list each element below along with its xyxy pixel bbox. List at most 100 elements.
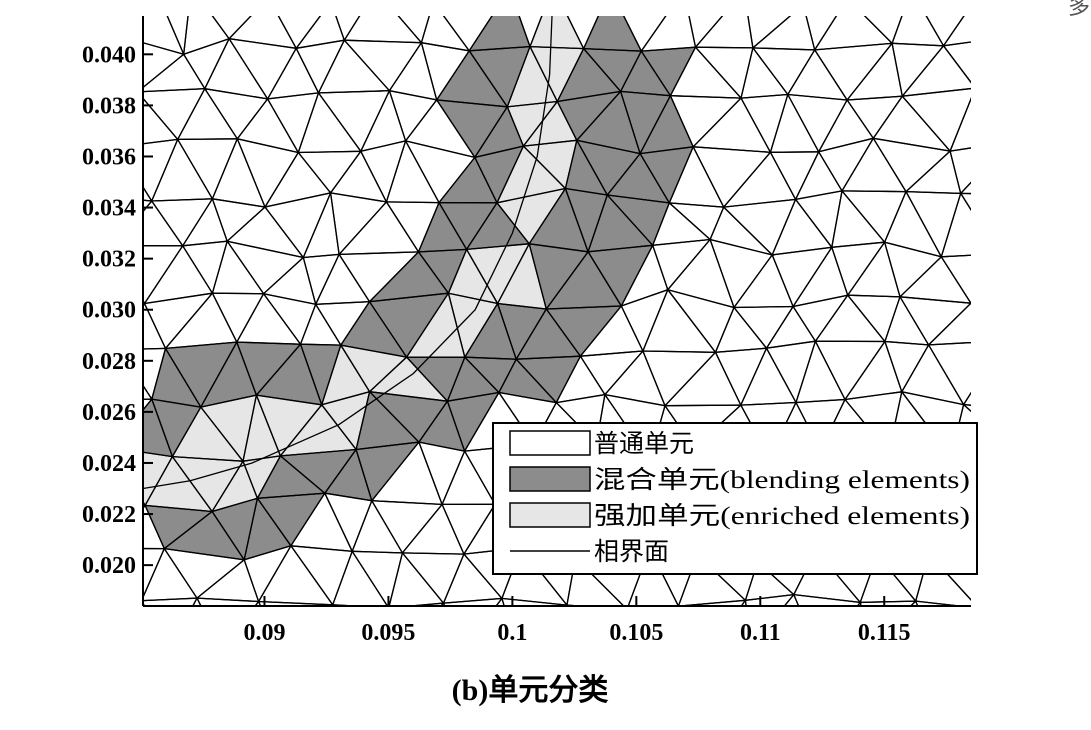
mesh-element-regular: [389, 552, 444, 606]
mesh-element-regular: [745, 594, 794, 606]
mesh-element-regular: [730, 646, 783, 709]
mesh-element-regular: [693, 146, 771, 208]
mesh-element-enriched: [340, 345, 407, 392]
mesh-element-regular: [766, 341, 816, 403]
mesh-element-edge: [677, 599, 747, 606]
legend-entry-interface: 相界面: [510, 538, 669, 566]
mesh-element-blending: [474, 146, 524, 203]
y-tick-label: 0.038: [82, 93, 136, 119]
mesh-element-blending: [151, 348, 201, 408]
mesh-element-blending: [143, 399, 173, 457]
mesh-element-regular: [1006, 505, 1063, 548]
mesh-element-blending: [469, 16, 530, 51]
mesh-element-regular: [143, 139, 178, 201]
mesh-element-regular: [892, 43, 944, 97]
mesh-element-regular: [442, 451, 495, 505]
mesh-element-enriched: [212, 461, 258, 512]
y-tick-label: 0.022: [82, 502, 136, 528]
mesh-element-regular: [642, 289, 716, 353]
mesh-element-regular: [263, 257, 316, 305]
mesh-element-regular: [635, 659, 702, 704]
mesh-element-edge: [1006, 505, 1063, 548]
interface-curve: [143, 16, 553, 490]
mesh-element-regular: [989, 652, 1049, 701]
mesh-element-regular: [324, 493, 372, 552]
mesh-element-regular: [669, 146, 724, 208]
mesh-element-regular: [183, 16, 230, 55]
mesh-element-edge: [500, 597, 569, 606]
mesh-element-regular: [818, 138, 874, 191]
mesh-element-edge: [270, 651, 320, 713]
mesh-element-regular: [667, 239, 734, 308]
mesh-element-blending: [369, 391, 448, 443]
mesh-element-regular: [143, 548, 197, 601]
mesh-element-regular: [339, 201, 419, 255]
mesh-element-edge: [979, 602, 1038, 652]
mesh-element-regular: [298, 151, 361, 193]
mesh-element-regular: [815, 295, 885, 342]
mesh-element-blending: [340, 301, 407, 358]
mesh-element-blending: [164, 511, 245, 560]
mesh-element-regular: [344, 16, 422, 43]
mesh-element-edge: [612, 659, 673, 714]
mesh-element-edge: [975, 445, 1020, 505]
y-tick-label: 0.024: [82, 451, 136, 477]
y-tick-label: 0.026: [82, 400, 136, 426]
mesh-element-edge: [565, 603, 568, 606]
mesh-element-regular: [212, 16, 251, 39]
mesh-element-regular: [177, 138, 238, 199]
mesh-element-blending: [576, 91, 641, 154]
x-tick-label: 0.09: [243, 620, 285, 646]
mesh-element-edge: [980, 0, 1041, 39]
mesh-element-blending: [236, 342, 301, 396]
mesh-element-regular: [909, 652, 981, 702]
mesh-element-regular: [95, 594, 141, 648]
mesh-element-regular: [498, 392, 557, 445]
y-tick-label: 0.028: [82, 349, 136, 375]
mesh-element-regular: [814, 43, 893, 100]
mesh-element-regular: [383, 653, 451, 708]
mesh-element-regular: [556, 356, 605, 403]
mesh-element-enriched: [530, 46, 584, 102]
mesh-element-regular: [981, 652, 1019, 701]
mesh-element-regular: [703, 646, 752, 707]
mesh-element-regular: [970, 303, 971, 304]
mesh-element-blending: [498, 359, 557, 403]
mesh-element-regular: [960, 193, 971, 210]
mesh-element-enriched: [530, 16, 584, 49]
mesh-element-edge: [999, 195, 1054, 254]
mesh-element-regular: [772, 247, 832, 307]
mesh-element-regular: [793, 594, 861, 606]
mesh-element-blending: [640, 95, 694, 154]
mesh-element-regular: [772, 199, 832, 255]
mesh-element-edge: [1004, 341, 1056, 411]
mesh-element-regular: [864, 16, 902, 44]
mesh-element-enriched: [406, 293, 465, 358]
mesh-element-regular: [892, 16, 944, 46]
mesh-element-regular: [371, 500, 443, 553]
mesh-element-blending: [257, 493, 325, 546]
mesh-element-blending: [641, 47, 696, 96]
mesh-element-regular: [229, 38, 297, 99]
mesh-element-regular: [167, 16, 189, 55]
mesh-element-regular: [715, 307, 767, 353]
mesh-element-edge: [871, 645, 936, 702]
mesh-element-regular: [164, 548, 245, 599]
mesh-element-edge: [949, 97, 971, 152]
mesh-element-regular: [352, 551, 403, 606]
mesh-element-regular: [906, 151, 961, 194]
mesh-element-edge: [909, 652, 981, 702]
mesh-element-edge: [969, 302, 971, 305]
mesh-element-regular: [628, 548, 679, 606]
mesh-element-regular: [693, 98, 771, 153]
mesh-element-enriched: [200, 395, 257, 462]
mesh-element-regular: [418, 442, 465, 505]
mesh-element-regular: [926, 16, 964, 46]
mesh-element-edge: [990, 39, 1060, 96]
mesh-element-regular: [1009, 142, 1068, 195]
mesh-element-blending: [212, 498, 258, 560]
mesh-element-edge: [195, 597, 260, 606]
mesh-element-enriched: [172, 407, 243, 462]
mesh-element-regular: [290, 545, 353, 605]
mesh-element-regular: [580, 351, 643, 395]
